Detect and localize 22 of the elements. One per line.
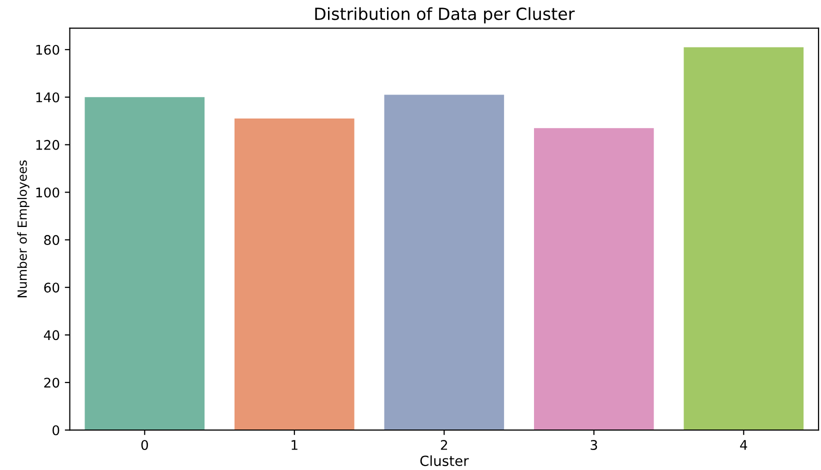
y-tick-label: 160 bbox=[36, 44, 60, 55]
x-tick-label: 0 bbox=[141, 440, 148, 450]
x-tick-label: 1 bbox=[292, 440, 298, 450]
chart-title: Distribution of Data per Cluster bbox=[315, 7, 575, 24]
bar bbox=[384, 94, 504, 430]
x-tick-label: 2 bbox=[440, 440, 448, 450]
y-tick-label: 40 bbox=[44, 330, 60, 340]
y-tick-label: 20 bbox=[44, 378, 60, 388]
y-tick-label: 100 bbox=[36, 187, 60, 198]
bar bbox=[684, 47, 804, 430]
x-axis-title: Cluster bbox=[420, 455, 469, 466]
bar bbox=[84, 97, 205, 430]
bar bbox=[534, 128, 654, 430]
y-axis-title: Number of Employees bbox=[17, 160, 30, 298]
y-tick-label: 120 bbox=[36, 140, 60, 150]
bar bbox=[234, 118, 354, 430]
y-tick-label: 60 bbox=[44, 282, 60, 293]
y-tick-label: 140 bbox=[36, 92, 60, 102]
x-tick-label: 3 bbox=[590, 440, 598, 450]
y-tick-label: 80 bbox=[44, 235, 60, 246]
y-tick-label: 0 bbox=[52, 425, 60, 436]
x-tick-label: 4 bbox=[740, 440, 748, 450]
